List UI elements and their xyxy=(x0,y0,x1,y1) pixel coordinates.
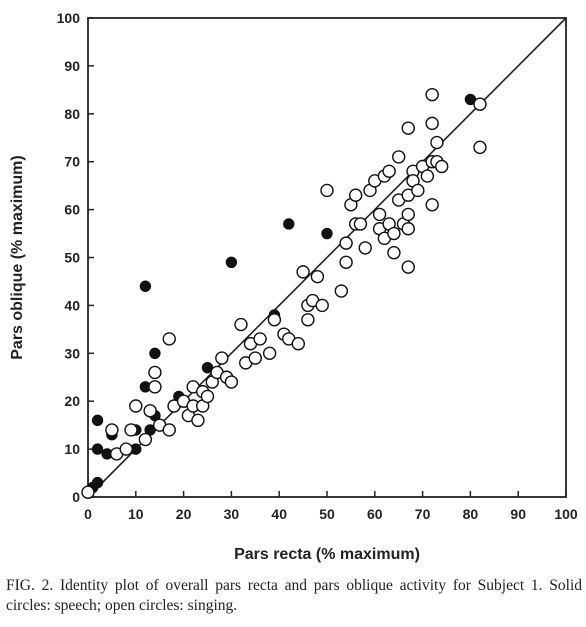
singing-point xyxy=(348,188,363,202)
speech-point xyxy=(149,347,161,359)
singing-point xyxy=(143,404,157,418)
singing-point xyxy=(291,337,306,351)
plot-frame xyxy=(87,17,567,498)
singing-point xyxy=(296,265,310,279)
singing-point xyxy=(425,87,439,102)
speech-point xyxy=(283,218,295,230)
x-tick-label: 20 xyxy=(176,506,192,522)
y-tick-label: 60 xyxy=(64,202,80,218)
singing-point xyxy=(129,399,143,413)
speech-point xyxy=(225,256,238,268)
figure-caption: FIG. 2. Identity plot of overall pars re… xyxy=(6,577,582,614)
x-axis-title: Pars recta (% maximum) xyxy=(234,546,420,563)
singing-point xyxy=(138,432,153,447)
singing-point xyxy=(262,346,277,360)
x-tick-label: 60 xyxy=(367,506,383,522)
speech-point xyxy=(91,443,104,455)
singing-point xyxy=(320,183,334,198)
singing-point xyxy=(215,351,229,365)
singing-point xyxy=(267,313,282,327)
singing-point xyxy=(387,246,401,260)
speech-point xyxy=(321,227,333,240)
singing-point xyxy=(339,255,353,269)
singing-point xyxy=(435,159,449,174)
singing-point xyxy=(315,298,329,313)
x-tick-label: 0 xyxy=(84,506,92,522)
x-tick-label: 40 xyxy=(271,506,287,522)
singing-point xyxy=(301,313,315,327)
singing-point xyxy=(200,389,215,404)
speech-point xyxy=(91,414,104,427)
x-tick-label: 70 xyxy=(415,506,431,522)
singing-point xyxy=(124,423,138,437)
singing-point xyxy=(334,284,349,298)
y-tick-label: 0 xyxy=(72,489,80,505)
y-tick-label: 80 xyxy=(64,106,80,122)
singing-point xyxy=(253,332,267,346)
singing-point xyxy=(81,485,95,499)
y-tick-label: 70 xyxy=(64,154,80,170)
singing-point xyxy=(353,217,368,231)
singing-point xyxy=(372,207,387,222)
data-points xyxy=(81,87,487,499)
x-tick-label: 80 xyxy=(463,506,479,522)
singing-point xyxy=(411,183,425,198)
singing-point xyxy=(162,423,176,437)
x-tick-label: 30 xyxy=(224,506,240,522)
singing-point xyxy=(191,413,205,428)
x-tick-label: 90 xyxy=(510,506,526,522)
singing-point xyxy=(387,226,401,241)
axis-ticks: 0 10 20 30 40 50 60 70 80 90 100 0 10 20 30 40 50 60 70 80 9… xyxy=(57,10,578,522)
singing-point xyxy=(401,260,415,274)
singing-point xyxy=(162,332,176,346)
singing-point xyxy=(425,198,439,212)
singing-point xyxy=(420,169,435,183)
y-tick-label: 20 xyxy=(64,393,80,409)
speech-point xyxy=(139,280,152,292)
speech-point xyxy=(91,476,104,489)
y-tick-label: 100 xyxy=(57,10,81,26)
singing-point xyxy=(105,423,119,437)
singing-point xyxy=(392,150,406,164)
singing-point xyxy=(401,121,415,135)
y-tick-label: 50 xyxy=(64,250,80,266)
singing-point xyxy=(425,116,439,131)
scatter-chart: 0 10 20 30 40 50 60 70 80 90 100 0 10 20 30 40 50 60 70 80 9… xyxy=(9,10,578,563)
y-tick-label: 90 xyxy=(64,58,80,74)
singing-point xyxy=(148,365,162,380)
singing-point xyxy=(473,97,487,111)
y-axis-title: Pars oblique (% maximum) xyxy=(9,155,26,360)
singing-point xyxy=(401,207,415,222)
x-tick-label: 50 xyxy=(319,506,335,522)
y-tick-label: 30 xyxy=(64,345,80,361)
singing-point xyxy=(430,135,444,150)
singing-point xyxy=(234,317,248,332)
y-tick-label: 10 xyxy=(64,441,80,457)
singing-point xyxy=(401,222,415,236)
x-tick-label: 10 xyxy=(128,506,144,522)
singing-point xyxy=(358,241,372,255)
singing-point xyxy=(119,442,133,456)
singing-point xyxy=(382,164,396,178)
singing-point xyxy=(248,351,263,365)
singing-point xyxy=(148,380,162,394)
y-tick-label: 40 xyxy=(64,297,80,313)
singing-point xyxy=(339,236,353,250)
singing-point xyxy=(310,269,325,284)
singing-point xyxy=(473,140,487,155)
identity-line xyxy=(87,17,567,498)
x-tick-label: 100 xyxy=(554,506,578,522)
singing-point xyxy=(224,375,239,389)
